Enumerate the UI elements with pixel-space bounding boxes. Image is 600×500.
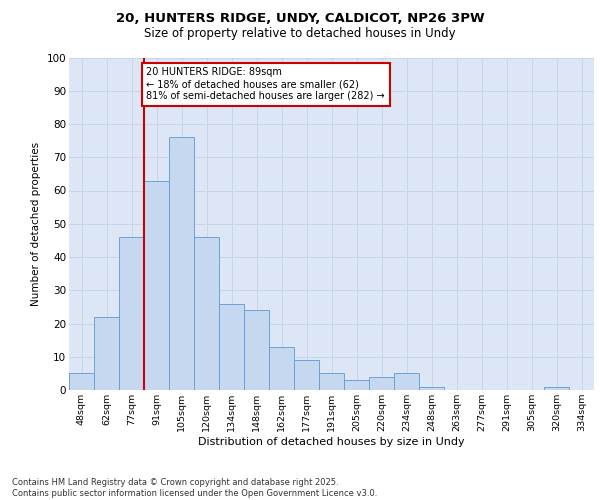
Bar [294,360,319,390]
Bar [344,380,369,390]
Bar [394,374,419,390]
Bar [119,237,144,390]
Bar [169,138,194,390]
Bar [419,386,444,390]
Bar [369,376,394,390]
Bar [244,310,269,390]
Text: Size of property relative to detached houses in Undy: Size of property relative to detached ho… [144,28,456,40]
Text: 20 HUNTERS RIDGE: 89sqm
← 18% of detached houses are smaller (62)
81% of semi-de: 20 HUNTERS RIDGE: 89sqm ← 18% of detache… [146,68,385,100]
Text: Contains HM Land Registry data © Crown copyright and database right 2025.
Contai: Contains HM Land Registry data © Crown c… [12,478,377,498]
Y-axis label: Number of detached properties: Number of detached properties [31,142,41,306]
Bar [269,347,294,390]
Bar [544,386,569,390]
Bar [194,237,219,390]
Bar [219,304,244,390]
Bar [94,317,119,390]
Bar [319,374,344,390]
Text: 20, HUNTERS RIDGE, UNDY, CALDICOT, NP26 3PW: 20, HUNTERS RIDGE, UNDY, CALDICOT, NP26 … [116,12,484,26]
X-axis label: Distribution of detached houses by size in Undy: Distribution of detached houses by size … [198,437,465,447]
Bar [144,180,169,390]
Bar [69,374,94,390]
